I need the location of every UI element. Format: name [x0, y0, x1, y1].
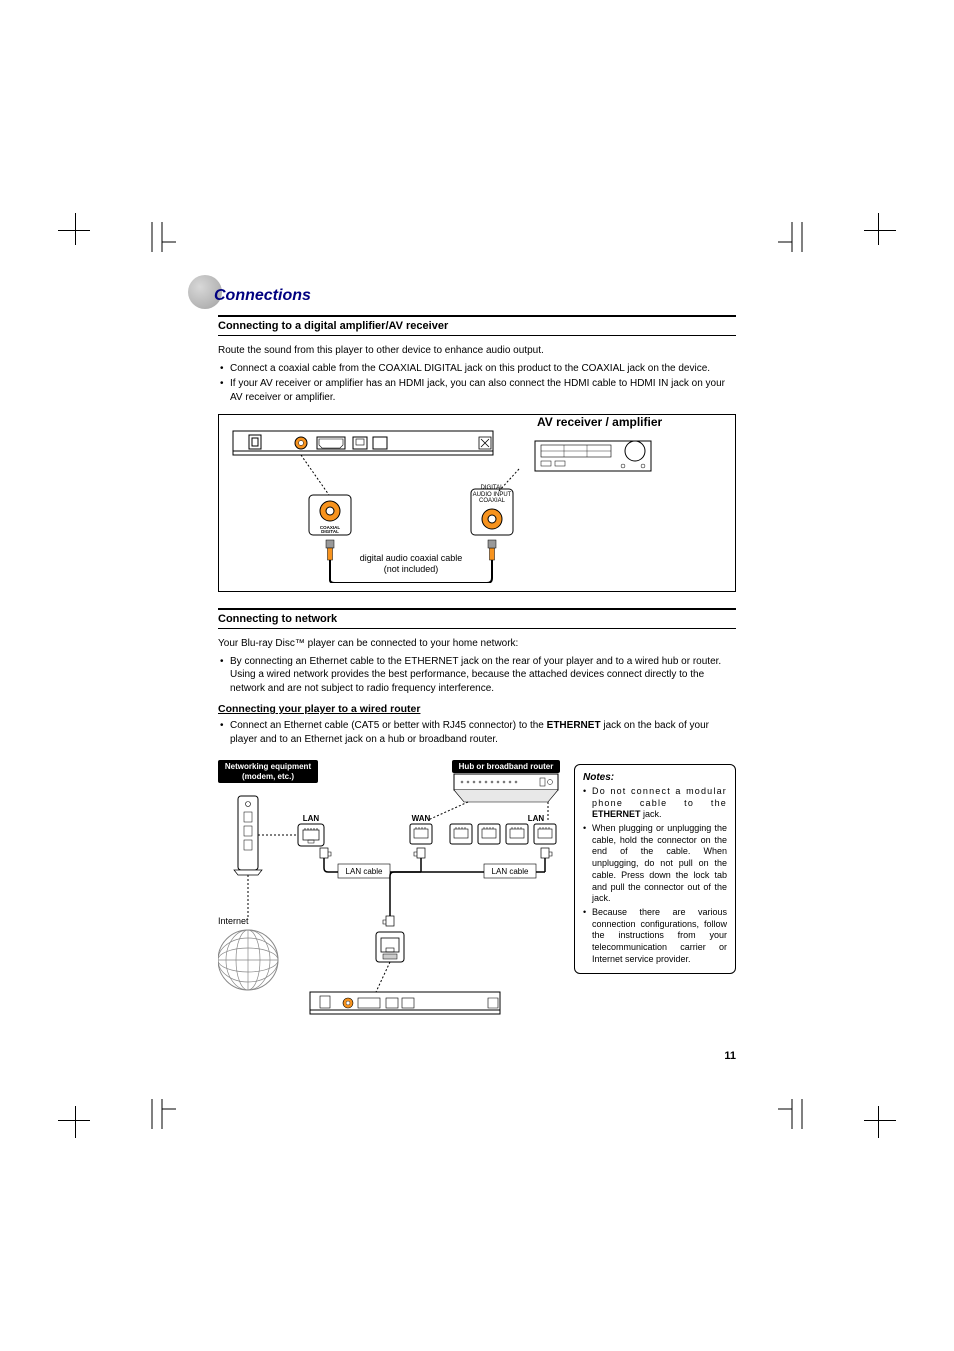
rule — [218, 608, 736, 610]
bullet-list: Connect an Ethernet cable (CAT5 or bette… — [218, 719, 736, 746]
network-diagram-section: Networking equipment (modem, etc.) Hub o… — [218, 760, 736, 1022]
registration-mark — [148, 222, 176, 252]
svg-text:LAN: LAN — [528, 814, 545, 823]
internet-label: Internet — [218, 916, 249, 926]
list-item: Connect a coaxial cable from the COAXIAL… — [218, 362, 736, 376]
registration-mark — [148, 1099, 176, 1129]
cable-label: digital audio coaxial cable (not include… — [341, 553, 481, 575]
svg-text:DIGITAL: DIGITAL — [321, 529, 339, 534]
rule — [218, 315, 736, 317]
notes-list: Do not connect a modular phone cable to … — [583, 786, 727, 965]
registration-mark — [778, 222, 806, 252]
crop-mark — [75, 1106, 76, 1138]
notes-box: Notes: Do not connect a modular phone ca… — [574, 764, 736, 974]
section-heading: Connecting to network — [218, 613, 736, 625]
svg-text:LAN cable: LAN cable — [492, 867, 529, 876]
page-content: Connections Connecting to a digital ampl… — [218, 275, 736, 1022]
network-diagram: Networking equipment (modem, etc.) Hub o… — [218, 760, 560, 1020]
list-item: Because there are various connection con… — [583, 907, 727, 965]
crop-mark — [878, 213, 879, 245]
bullet-list: By connecting an Ethernet cable to the E… — [218, 655, 736, 696]
crop-mark — [864, 1120, 896, 1121]
chapter-header: Connections — [188, 275, 736, 305]
list-item: Connect an Ethernet cable (CAT5 or bette… — [218, 719, 736, 746]
section-heading: Connecting to a digital amplifier/AV rec… — [218, 320, 736, 332]
crop-mark — [58, 1120, 90, 1121]
list-item: When plugging or unplugging the cable, h… — [583, 823, 727, 905]
bullet-list: Connect a coaxial cable from the COAXIAL… — [218, 362, 736, 405]
input-label: DIGITAL AUDIO INPUT COAXIAL — [471, 485, 513, 505]
chapter-title: Connections — [214, 287, 311, 305]
svg-text:LAN cable: LAN cable — [346, 867, 383, 876]
body-text: Route the sound from this player to othe… — [218, 344, 736, 358]
rule — [218, 335, 736, 336]
crop-mark — [864, 230, 896, 231]
svg-text:WAN: WAN — [412, 814, 431, 823]
notes-title: Notes: — [583, 771, 727, 784]
rule — [218, 628, 736, 629]
crop-mark — [75, 213, 76, 245]
list-item: Do not connect a modular phone cable to … — [583, 786, 727, 821]
page-number: 11 — [724, 1050, 736, 1062]
av-receiver-diagram: COAXIAL DIGITAL — [218, 414, 736, 592]
list-item: By connecting an Ethernet cable to the E… — [218, 655, 736, 696]
crop-mark — [878, 1106, 879, 1138]
registration-mark — [778, 1099, 806, 1129]
sub-heading: Connecting your player to a wired router — [218, 703, 736, 715]
lan-label: LAN — [303, 814, 320, 823]
body-text: Your Blu-ray Disc™ player can be connect… — [218, 637, 736, 651]
list-item: If your AV receiver or amplifier has an … — [218, 377, 736, 404]
crop-mark — [58, 230, 90, 231]
receiver-title: AV receiver / amplifier — [537, 415, 662, 429]
